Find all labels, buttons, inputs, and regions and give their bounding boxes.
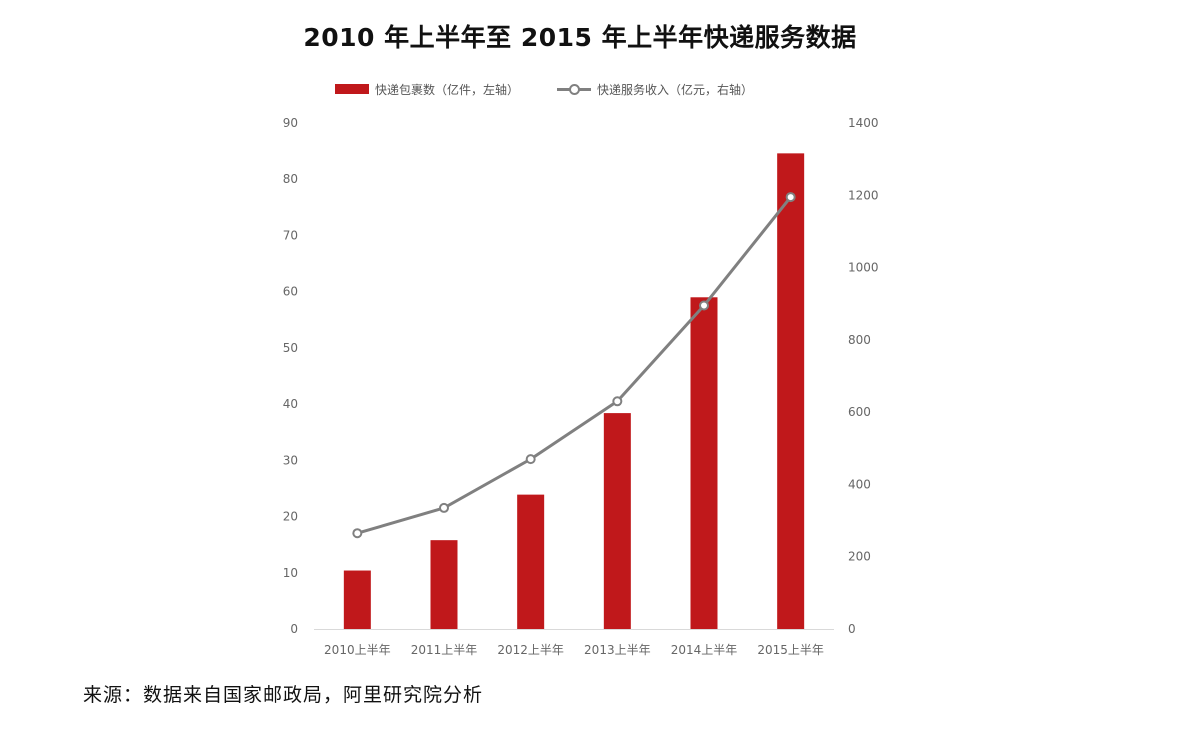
legend-item-revenue: 快递服务收入（亿元，右轴）	[557, 81, 753, 98]
left-axis-tick-label: 20	[283, 510, 298, 524]
left-axis-tick-label: 10	[283, 566, 298, 580]
left-axis-tick-label: 90	[283, 116, 298, 130]
x-axis-tick-label: 2013上半年	[584, 643, 651, 657]
legend-bar-swatch	[335, 84, 369, 94]
legend-line-swatch	[557, 84, 592, 95]
right-axis-tick-label: 800	[848, 333, 871, 347]
revenue-point-1	[352, 528, 363, 539]
x-axis-tick-label: 2010上半年	[324, 643, 391, 657]
x-axis-tick-label: 2014上半年	[671, 643, 738, 657]
left-axis-tick-label: 50	[283, 341, 298, 355]
legend-item-packages: 快递包裹数（亿件，左轴）	[335, 81, 519, 98]
revenue-line	[356, 196, 792, 535]
revenue-point-2	[439, 502, 449, 513]
x-axis-tick-label: 2015上半年	[757, 643, 824, 657]
left-axis-tick-label: 80	[283, 172, 298, 186]
left-axis-tick-label: 40	[283, 397, 298, 411]
bar-6	[777, 153, 805, 630]
right-axis-tick-label: 1200	[848, 188, 879, 202]
revenue-point-5	[699, 300, 709, 311]
legend: 快递包裹数（亿件，左轴） 快递服务收入（亿元，右轴）	[335, 78, 791, 100]
bar-1	[343, 570, 371, 629]
source-note: 来源：数据来自国家邮政局，阿里研究院分析	[83, 684, 484, 706]
right-axis-tick-label: 600	[848, 405, 871, 419]
x-axis-tick-label: 2012上半年	[497, 643, 564, 657]
right-axis-tick-label: 1400	[848, 116, 879, 130]
left-axis-tick-label: 70	[283, 228, 298, 242]
bar-4	[603, 413, 631, 629]
right-axis-tick-label: 200	[848, 550, 871, 564]
revenue-point-4	[612, 396, 623, 407]
legend-label-revenue: 快递服务收入（亿元，右轴）	[597, 82, 754, 97]
bar-3	[517, 494, 545, 629]
revenue-point-6	[785, 192, 796, 203]
revenue-point-3	[525, 454, 536, 465]
bar-2	[430, 540, 458, 629]
chart-title: 2010 年上半年至 2015 年上半年快递服务数据	[303, 23, 857, 52]
left-axis-tick-label: 0	[290, 622, 298, 636]
left-axis-tick-label: 60	[283, 285, 298, 299]
right-axis-tick-label: 1000	[848, 261, 879, 275]
left-axis-tick-label: 30	[283, 453, 298, 467]
right-axis-tick-label: 0	[848, 622, 856, 636]
x-axis-tick-label: 2011上半年	[411, 643, 478, 657]
bar-5	[690, 297, 718, 629]
right-axis-tick-label: 400	[848, 477, 871, 491]
legend-label-packages: 快递包裹数（亿件，左轴）	[375, 82, 520, 97]
